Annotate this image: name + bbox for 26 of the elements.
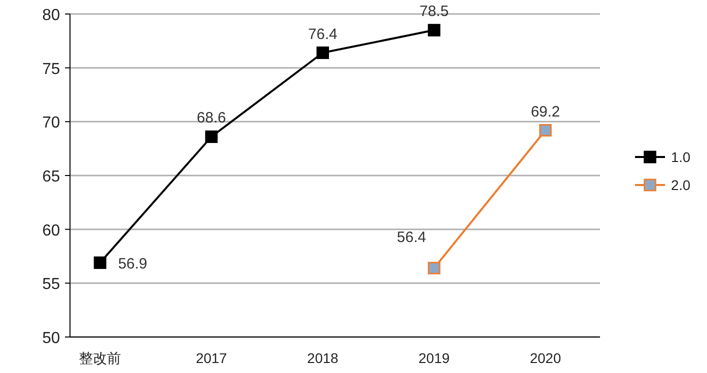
y-tick-label: 80 (42, 7, 60, 24)
data-label: 56.9 (118, 256, 148, 273)
y-tick-label: 65 (42, 168, 60, 186)
x-tick-label: 2018 (307, 350, 339, 366)
x-tick-label: 2017 (196, 350, 228, 366)
data-label: 56.4 (396, 229, 426, 246)
point (539, 124, 552, 137)
data-label: 69.2 (530, 103, 560, 120)
data-label: 78.5 (419, 3, 449, 20)
y-tick-label: 55 (42, 276, 60, 294)
point (316, 46, 329, 60)
legend-label: 1.0 (671, 149, 691, 165)
data-label: 76.4 (308, 26, 338, 43)
point (428, 262, 440, 274)
x-tick-label: 整改前 (79, 350, 122, 366)
point (205, 130, 218, 143)
y-tick-label: 50 (42, 330, 60, 347)
point (428, 24, 440, 36)
x-tick-label: 2020 (530, 350, 562, 366)
y-tick-label: 70 (42, 114, 60, 132)
y-tick-label: 60 (42, 222, 60, 240)
point (94, 256, 106, 269)
data-label: 68.6 (196, 110, 226, 127)
legend-label: 2.0 (671, 177, 691, 193)
y-tick-label: 75 (42, 60, 60, 78)
x-tick-label: 2019 (418, 350, 450, 366)
